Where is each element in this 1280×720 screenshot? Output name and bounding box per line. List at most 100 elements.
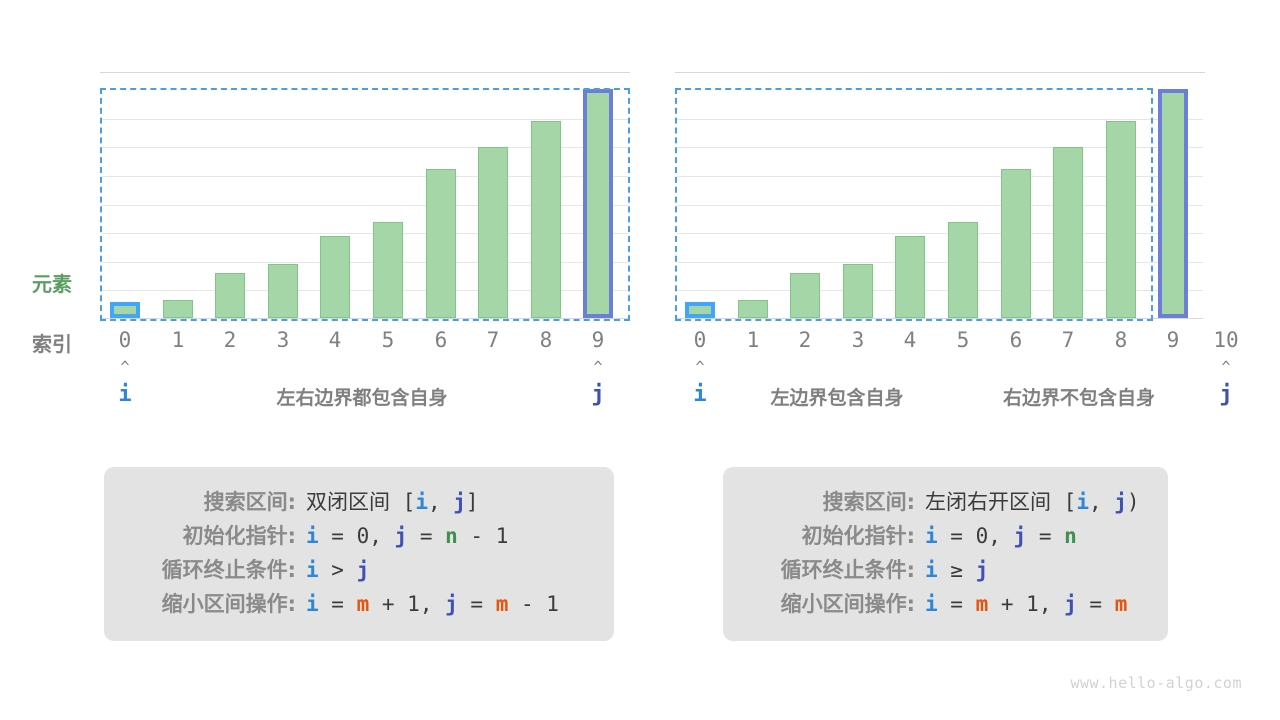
- pointer-i: i: [693, 382, 707, 407]
- tick-label-4: 4: [328, 328, 342, 352]
- token-j: j: [356, 558, 370, 582]
- bar-chart-right: [677, 89, 1203, 319]
- tick-label-5: 5: [956, 328, 970, 352]
- gridline: [677, 147, 1203, 148]
- gridline: [677, 205, 1203, 206]
- range-note: 右边界不包含自身: [1002, 387, 1155, 409]
- info-row: 循环终止条件: i > j: [126, 553, 592, 587]
- range-note: 左右边界都包含自身: [276, 387, 448, 409]
- tick-label-10: 10: [1213, 328, 1239, 352]
- token-i: i: [415, 490, 428, 514]
- info-row-value: 左闭右开区间 [i, j): [925, 485, 1140, 519]
- tick-label-9: 9: [1166, 328, 1180, 352]
- token-p: =: [318, 592, 357, 616]
- token-j: j: [1064, 592, 1077, 616]
- bar-item: [163, 300, 193, 318]
- token-j: j: [1013, 524, 1027, 548]
- info-row: 搜索区间: 左闭右开区间 [i, j): [745, 485, 1146, 519]
- tick-label-7: 7: [486, 328, 500, 352]
- pointer-j: j: [591, 382, 605, 407]
- info-row-key: 搜索区间:: [822, 490, 915, 514]
- token-p: - 1: [457, 524, 509, 548]
- info-row: 缩小区间操作: i = m + 1, j = m - 1: [126, 587, 592, 621]
- gridline: [102, 233, 628, 234]
- info-row: 循环终止条件: i ≥ j: [745, 553, 1146, 587]
- gridline: [677, 233, 1203, 234]
- token-p: =: [1076, 592, 1115, 616]
- bar-pointer-j: [583, 89, 613, 318]
- token-m: m: [495, 592, 509, 616]
- bar-pointer-i: [110, 302, 140, 318]
- panel-closed-interval: 元素 索引 0 1 2 3 4 5 6 7 8 9 ^ i ^ j 左右边界都包含自身 搜索区间: 双闭区…: [32, 72, 630, 641]
- token-n: n: [445, 524, 458, 548]
- token-p: [: [402, 490, 416, 514]
- token-i: i: [1076, 490, 1089, 514]
- token-j: j: [1114, 490, 1127, 514]
- info-row-key: 循环终止条件:: [161, 558, 296, 582]
- token-j: j: [975, 558, 989, 582]
- info-row-key: 缩小区间操作:: [780, 592, 915, 616]
- gridline: [102, 119, 628, 120]
- info-row-value: i = 0, j = n: [925, 519, 1077, 553]
- token-j: j: [453, 490, 466, 514]
- token-p: ]: [465, 490, 479, 514]
- tick-label-8: 8: [1114, 328, 1128, 352]
- tick-label-3: 3: [276, 328, 290, 352]
- panel-half-open-interval: 0 1 2 3 4 5 6 7 8 9 10 ^ i ^ j 左边界包含自身 右边界不包含自身 搜索区间: 左…: [620, 0, 1280, 720]
- gridline: [102, 176, 628, 177]
- token-m: m: [975, 592, 989, 616]
- tick-label-9: 9: [591, 328, 605, 352]
- token-i: i: [925, 524, 938, 548]
- token-p: =: [1026, 524, 1065, 548]
- gridline: [102, 290, 628, 291]
- tick-label-7: 7: [1061, 328, 1075, 352]
- token-p: 双闭区间: [306, 490, 403, 514]
- bar-inner-fill: [114, 306, 136, 314]
- token-p: + 1,: [369, 592, 446, 616]
- axis-baseline: [102, 318, 628, 319]
- token-p: = 0,: [937, 524, 1014, 548]
- tick-label-3: 3: [851, 328, 865, 352]
- gridline: [677, 290, 1203, 291]
- token-p: ≥: [937, 558, 976, 582]
- gridline: [677, 119, 1203, 120]
- bar-item: [895, 236, 925, 318]
- caret-i: ^: [695, 358, 705, 376]
- token-p: - 1: [508, 592, 559, 616]
- search-range-box-right: [675, 88, 1153, 321]
- top-rule-right: [675, 72, 1205, 73]
- tick-label-4: 4: [903, 328, 917, 352]
- token-p: >: [318, 558, 357, 582]
- info-row-key: 循环终止条件:: [780, 558, 915, 582]
- bar-item: [790, 273, 820, 318]
- bar-item: [1001, 169, 1031, 318]
- info-row-value: i ≥ j: [925, 553, 988, 587]
- tick-label-8: 8: [539, 328, 553, 352]
- info-row: 缩小区间操作: i = m + 1, j = m: [745, 587, 1146, 621]
- token-p: [: [1063, 490, 1077, 514]
- bar-item: [1106, 121, 1136, 318]
- token-m: m: [1114, 592, 1128, 616]
- token-p: + 1,: [988, 592, 1065, 616]
- info-row: 初始化指针: i = 0, j = n: [745, 519, 1146, 553]
- info-card-closed-interval: 搜索区间: 双闭区间 [i, j] 初始化指针: i = 0, j = n - 1 循环…: [104, 467, 614, 641]
- info-row-value: i = m + 1, j = m: [925, 587, 1127, 621]
- gridline: [677, 176, 1203, 177]
- tick-label-5: 5: [381, 328, 395, 352]
- gridline: [102, 262, 628, 263]
- token-i: i: [306, 524, 319, 548]
- caret-j: ^: [1221, 358, 1231, 376]
- bar-item: [426, 169, 456, 318]
- info-row-value: i > j: [306, 553, 369, 587]
- info-row: 初始化指针: i = 0, j = n - 1: [126, 519, 592, 553]
- bar-item: [948, 222, 978, 318]
- caret-j: ^: [593, 358, 603, 376]
- bar-item: [478, 147, 508, 318]
- bar-item: [373, 222, 403, 318]
- bar-item: [738, 300, 768, 318]
- token-i: i: [925, 592, 938, 616]
- info-row-key: 缩小区间操作:: [161, 592, 296, 616]
- watermark: www.hello-algo.com: [1070, 674, 1242, 692]
- bar-pointer-j: [1158, 89, 1188, 318]
